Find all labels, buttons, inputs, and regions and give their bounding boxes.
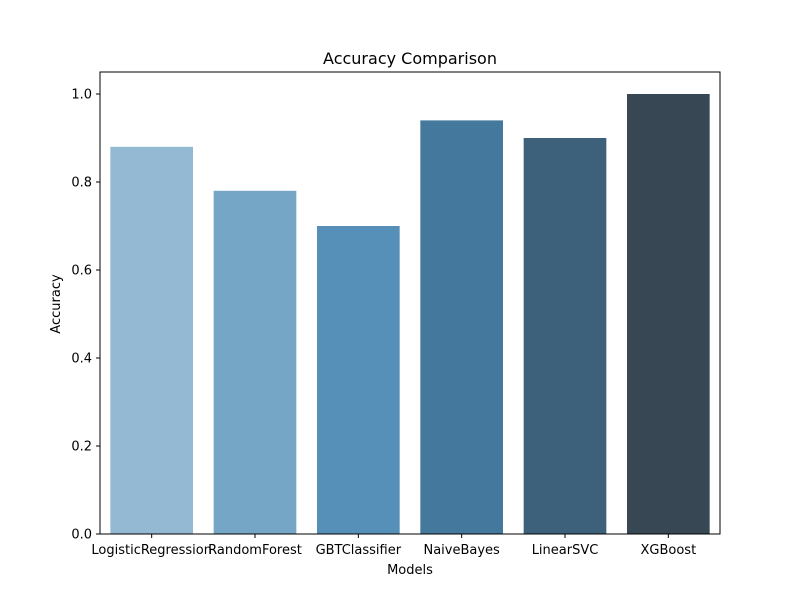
bars-layer <box>110 94 710 535</box>
bar-linearsvc <box>523 138 607 534</box>
chart-title: Accuracy Comparison <box>323 49 497 68</box>
x-tick-label: NaiveBayes <box>423 543 500 558</box>
x-tick-label: LogisticRegression <box>91 543 212 558</box>
bar-naivebayes <box>420 120 503 535</box>
y-tick-label: 0.0 <box>71 528 92 543</box>
bar-logisticregression <box>110 146 193 535</box>
bar-randomforest <box>213 190 297 535</box>
y-tick-label: 1.0 <box>71 88 92 103</box>
y-tick-label: 0.6 <box>71 264 92 279</box>
y-tick-label: 0.8 <box>71 176 92 191</box>
x-tick-label: RandomForest <box>208 543 302 558</box>
x-tick-label: XGBoost <box>640 543 696 558</box>
bar-gbtclassifier <box>317 226 400 534</box>
y-tick-label: 0.2 <box>71 440 92 455</box>
y-tick-label: 0.4 <box>71 352 92 367</box>
bar-xgboost <box>627 94 710 534</box>
y-ticks-layer: 0.0 0.2 0.4 0.6 0.8 1.0 <box>71 88 100 543</box>
x-tick-label: LinearSVC <box>532 543 599 558</box>
x-axis-label: Models <box>387 563 433 578</box>
plot-frame <box>99 71 721 535</box>
y-axis-label: Accuracy <box>49 274 64 334</box>
x-tick-label: GBTClassifier <box>316 543 402 558</box>
